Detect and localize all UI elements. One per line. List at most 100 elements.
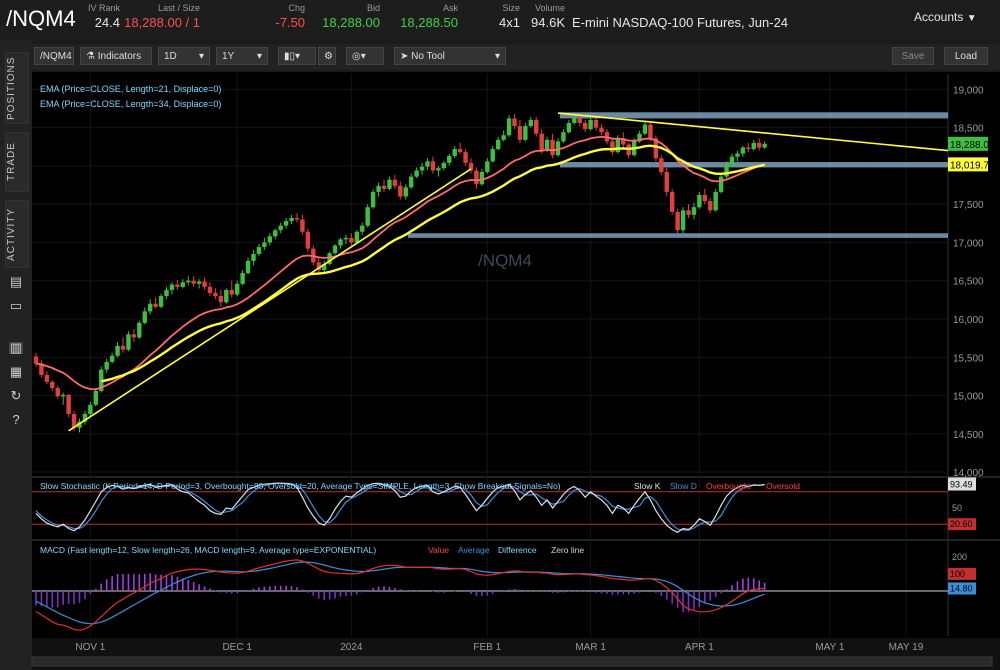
candle-body — [447, 155, 452, 163]
monitor-icon[interactable]: ▭ — [9, 298, 23, 313]
resistance-zone — [560, 112, 948, 119]
candle-body — [713, 191, 718, 211]
candle-body — [512, 118, 517, 127]
candle-body — [360, 225, 365, 232]
y-tick-label: 17,000 — [953, 238, 984, 249]
candle-body — [44, 374, 50, 382]
candles-icon: ▮▯▾ — [284, 51, 301, 62]
left-sidebar: POSITIONS TRADE ACTIVITY ▤ ▭ ▥ ▦ ↻ ? — [0, 40, 32, 670]
candle-body — [71, 413, 77, 428]
studies-button[interactable]: ◎▾ — [346, 47, 384, 65]
stoch-tick-label: 93.49 — [950, 480, 973, 490]
candle-body — [506, 118, 512, 136]
stochastic-legend-item: Slow K — [634, 481, 661, 491]
y-tick-label: 15,500 — [953, 353, 984, 364]
chevron-down-icon: ▾ — [256, 51, 262, 62]
chart-style-button[interactable]: ▮▯▾ — [278, 47, 316, 65]
chart-icon[interactable]: ▥ — [9, 340, 23, 355]
candle-body — [550, 139, 555, 156]
range-select[interactable]: 1Y ▾ — [216, 47, 268, 65]
candle-body — [642, 124, 648, 134]
x-tick-label: MAR 1 — [575, 642, 606, 653]
candle-body — [675, 211, 680, 231]
macd-tick-label: 100 — [950, 569, 965, 579]
chart-toolbar: /NQM4 ⚗ Indicators 1D ▾ 1Y ▾ ▮▯▾ ⚙ ◎▾ ➤ No… — [32, 44, 1000, 70]
candle-body — [169, 284, 175, 290]
candle-body — [566, 123, 572, 133]
candle-body — [702, 194, 708, 202]
quote-header: /NQM4 IV Rank 24.4 Last / Size 18,288.00 / … — [0, 0, 1000, 40]
candle-body — [82, 413, 88, 422]
document-icon[interactable]: ▤ — [9, 274, 23, 289]
candle-body — [283, 221, 289, 226]
candle-body — [653, 138, 659, 159]
save-button[interactable]: Save — [892, 47, 934, 65]
candle-body — [544, 139, 550, 151]
gear-icon[interactable]: ⚙ — [318, 47, 336, 65]
stoch-oversold-tag — [948, 518, 976, 531]
candle-body — [762, 143, 767, 148]
candle-body — [398, 185, 403, 197]
candle-body — [234, 283, 240, 295]
help-icon[interactable]: ? — [12, 412, 20, 427]
refresh-icon[interactable]: ↻ — [10, 388, 22, 403]
time-scrollbar[interactable] — [31, 656, 993, 667]
candle-body — [528, 119, 534, 127]
quote-label: Last / Size — [157, 3, 200, 13]
x-tick-label: MAY 19 — [889, 642, 924, 653]
candle-body — [321, 263, 327, 271]
grid-icon[interactable]: ▦ — [9, 364, 23, 379]
candle-body — [648, 124, 653, 139]
quote-size: Size 4x1 — [499, 3, 520, 30]
y-tick-label: 14,000 — [953, 468, 984, 479]
accounts-menu[interactable]: Accounts ▼ — [914, 10, 977, 24]
aggregation-select[interactable]: 1D ▾ — [158, 47, 210, 65]
candle-body — [664, 172, 669, 192]
macd-legend-item: Value — [428, 545, 449, 555]
candle-body — [50, 381, 55, 388]
load-button[interactable]: Load — [944, 47, 988, 65]
candle-body — [523, 126, 528, 140]
drawing-tool-select[interactable]: ➤ No Tool ▾ — [394, 47, 506, 65]
resistance-zone — [560, 162, 948, 168]
candle-body — [39, 363, 44, 375]
candle-body — [370, 191, 376, 208]
candle-body — [419, 166, 425, 171]
quote-volume: Volume 94.6K — [531, 3, 565, 30]
symbol-title[interactable]: /NQM4 — [6, 6, 76, 31]
candle-body — [316, 262, 321, 271]
candle-body — [229, 289, 234, 295]
candle-body — [441, 162, 447, 169]
x-tick-label: NOV 1 — [75, 642, 105, 653]
toolbar-symbol[interactable]: /NQM4 — [34, 47, 74, 65]
quote-chg: Chg -7.50 — [275, 3, 305, 30]
candle-body — [305, 231, 311, 249]
stoch-tick-label: 50 — [952, 503, 962, 513]
study-label-ema21: EMA (Price=CLOSE, Length=21, Displace=0) — [40, 84, 221, 94]
instrument-description: E-mini NASDAQ-100 Futures, Jun-24 — [572, 15, 789, 30]
ema-price-label: 18,019.71 — [950, 160, 995, 171]
y-tick-label: 16,500 — [953, 277, 984, 288]
candle-body — [180, 282, 186, 287]
candle-body — [191, 280, 196, 284]
candle-body — [338, 239, 343, 246]
quote-label: Size — [502, 3, 520, 13]
macd-average-tag — [948, 582, 976, 595]
candle-body — [343, 237, 349, 240]
candle-body — [729, 156, 735, 165]
candle-body — [196, 281, 202, 284]
candle-body — [561, 132, 566, 142]
support-trendline — [68, 168, 472, 432]
indicators-button[interactable]: ⚗ Indicators — [80, 47, 152, 65]
candle-body — [66, 394, 71, 414]
candle-body — [262, 242, 267, 248]
candle-body — [479, 172, 485, 185]
chevron-down-icon: ▼ — [966, 13, 977, 24]
candle-body — [245, 260, 251, 274]
candle-body — [403, 187, 408, 197]
macd-legend-item: Average — [458, 545, 490, 555]
quote-bid: Bid 18,288.00 — [322, 3, 380, 30]
candle-body — [659, 158, 664, 173]
quote-last-size: Last / Size 18,288.00 / 1 — [124, 3, 200, 30]
